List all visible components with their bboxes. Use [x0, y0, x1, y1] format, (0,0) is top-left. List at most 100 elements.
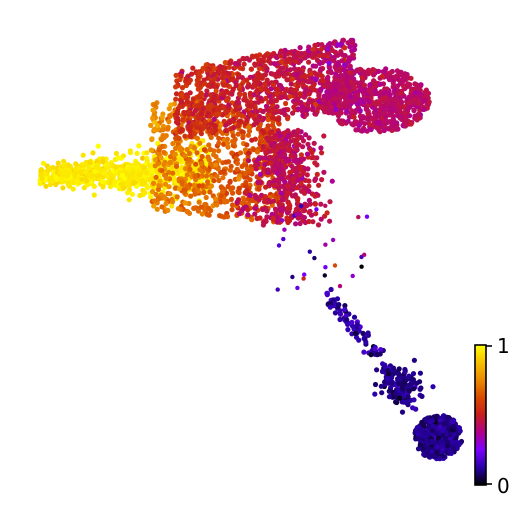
- scatter-point: [196, 183, 202, 189]
- scatter-point: [287, 93, 293, 99]
- scatter-point: [307, 79, 313, 85]
- scatter-point: [332, 310, 338, 316]
- scatter-point: [424, 431, 430, 437]
- scatter-point: [129, 171, 135, 177]
- scatter-point: [243, 179, 249, 185]
- scatter-point: [307, 249, 312, 254]
- scatter-point: [244, 142, 250, 148]
- scatter-point: [260, 128, 266, 134]
- scatter-point: [271, 182, 277, 188]
- scatter-point: [357, 108, 363, 114]
- scatter-point: [337, 308, 343, 314]
- scatter-point: [221, 168, 227, 174]
- scatter-point: [213, 196, 219, 202]
- scatter-point: [359, 75, 366, 81]
- scatter-point: [414, 425, 420, 431]
- scatter-point: [379, 390, 385, 396]
- scatter-point: [301, 214, 307, 221]
- scatter-point: [234, 166, 240, 172]
- scatter-point: [149, 188, 156, 195]
- scatter-point: [257, 114, 263, 120]
- scatter-point: [268, 136, 274, 142]
- scatter-point: [173, 72, 179, 78]
- scatter-point: [276, 121, 282, 127]
- scatter-point: [402, 380, 408, 386]
- scatter-point: [86, 165, 92, 171]
- scatter-point: [376, 121, 383, 127]
- scatter-point: [302, 219, 308, 226]
- scatter-point: [253, 195, 259, 201]
- scatter-point: [403, 122, 409, 128]
- scatter-point: [196, 199, 202, 205]
- scatter-point: [148, 147, 154, 153]
- scatter-point: [325, 46, 331, 52]
- scatter-point: [437, 424, 443, 430]
- scatter-point: [379, 368, 385, 375]
- scatter-point: [426, 99, 432, 105]
- scatter-point: [212, 124, 218, 130]
- scatter-point: [187, 127, 193, 133]
- scatter-point: [249, 137, 255, 143]
- scatter-point: [382, 379, 388, 385]
- scatter-point: [206, 128, 213, 134]
- scatter-point: [125, 190, 131, 196]
- scatter-point: [262, 72, 268, 78]
- scatter-point: [265, 167, 271, 173]
- colorbar: 1 0: [474, 334, 510, 498]
- scatter-point: [284, 77, 290, 83]
- scatter-point: [334, 67, 340, 73]
- scatter-point: [176, 186, 182, 192]
- scatter-point: [161, 149, 167, 155]
- scatter-point: [340, 101, 346, 107]
- scatter-point: [60, 185, 66, 191]
- scatter-point: [306, 59, 312, 65]
- scatter-point: [91, 192, 97, 198]
- scatter-point: [55, 160, 61, 166]
- scatter-point: [366, 99, 372, 105]
- scatter-point: [411, 108, 417, 114]
- scatter-point: [335, 42, 341, 48]
- scatter-point: [286, 142, 292, 148]
- scatter-point: [224, 136, 230, 142]
- scatter-point: [206, 106, 212, 112]
- scatter-point: [368, 352, 374, 358]
- scatter-point: [405, 106, 411, 112]
- scatter-point: [239, 75, 245, 81]
- scatter-point: [304, 172, 310, 178]
- scatter-point: [159, 143, 165, 149]
- scatter-point: [290, 176, 296, 182]
- scatter-point: [229, 207, 235, 213]
- scatter-point: [204, 67, 210, 73]
- scatter-point: [149, 136, 155, 142]
- scatter-point: [182, 153, 188, 159]
- scatter-point: [173, 84, 179, 90]
- scatter-point: [91, 176, 97, 182]
- scatter-point: [276, 130, 282, 136]
- scatter-point: [191, 205, 197, 211]
- scatter-point: [273, 208, 279, 214]
- scatter-point: [157, 178, 163, 184]
- scatter-point: [381, 127, 387, 134]
- scatter-point: [301, 207, 308, 213]
- scatter-point: [152, 163, 158, 169]
- scatter-point: [411, 397, 417, 403]
- scatter-point: [406, 388, 412, 394]
- scatter-point: [213, 88, 219, 94]
- scatter-point: [113, 150, 119, 157]
- scatter-point: [306, 197, 312, 203]
- scatter-point: [225, 183, 231, 190]
- scatter-point: [174, 194, 180, 200]
- scatter-point: [248, 112, 254, 118]
- scatter-point: [332, 102, 338, 108]
- scatter-point: [278, 59, 285, 65]
- scatter-point: [298, 167, 304, 173]
- scatter-point: [199, 153, 205, 160]
- scatter-point: [247, 192, 253, 198]
- scatter-point: [150, 180, 157, 186]
- scatter-point: [281, 236, 286, 242]
- scatter-point: [211, 178, 217, 184]
- scatter-point: [291, 137, 297, 143]
- scatter-point: [312, 201, 318, 207]
- scatter-point: [217, 128, 223, 134]
- scatter-point: [321, 52, 327, 58]
